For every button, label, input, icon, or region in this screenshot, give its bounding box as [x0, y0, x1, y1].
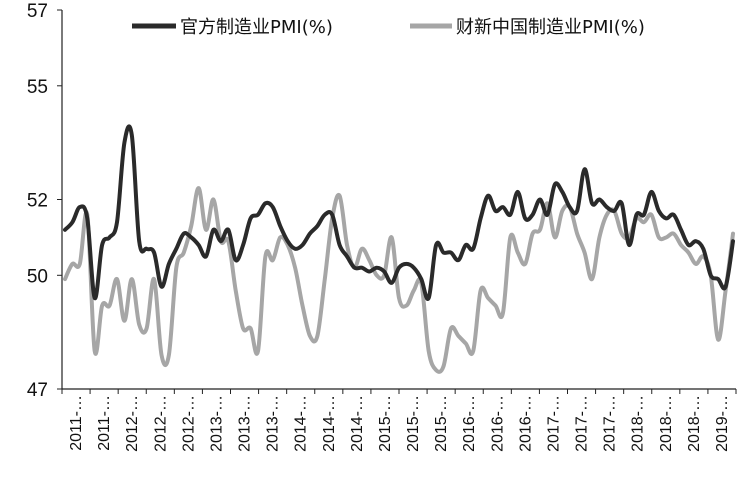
x-tick-label: 2012-… — [180, 395, 197, 452]
x-tick-label: 2015-… — [405, 395, 422, 452]
x-tick-label: 2017-… — [574, 395, 591, 452]
y-tick-label: 52 — [27, 191, 48, 212]
chart-legend: 官方制造业PMI(%) 财新中国制造业PMI(%) — [132, 17, 645, 38]
x-tick-label: 2018-… — [630, 395, 647, 452]
y-axis-ticks: 47 50 52 55 57 — [27, 1, 62, 401]
x-tick-label: 2014-… — [349, 395, 366, 452]
legend-label-caixin: 财新中国制造业PMI(%) — [456, 17, 645, 38]
x-tick-label: 2018-… — [658, 395, 675, 452]
x-tick-label: 2014-… — [321, 395, 338, 452]
series-lines — [63, 124, 735, 374]
x-tick-label: 2013-… — [237, 395, 254, 452]
x-tick-label: 2014-… — [293, 395, 310, 452]
x-tick-label: 2013-… — [265, 395, 282, 452]
legend-label-official: 官方制造业PMI(%) — [180, 17, 333, 38]
y-tick-label: 55 — [27, 77, 48, 98]
x-tick-label: 2017-… — [545, 395, 562, 452]
x-tick-label: 2012-… — [152, 395, 169, 452]
x-tick-label: 2019-… — [714, 395, 731, 452]
x-tick-label: 2015-… — [433, 395, 450, 452]
x-tick-label: 2016-… — [489, 395, 506, 452]
x-tick-label: 2011-… — [96, 395, 113, 451]
y-tick-label: 50 — [27, 266, 48, 287]
x-tick-label: 2012-… — [124, 395, 141, 452]
series-line-official-pmi — [63, 124, 735, 302]
y-tick-label: 47 — [27, 380, 48, 401]
y-tick-label: 57 — [27, 1, 48, 22]
x-tick-label: 2016-… — [461, 395, 478, 452]
x-tick-label: 2013-… — [208, 395, 225, 452]
chart-axes — [61, 10, 736, 390]
x-tick-label: 2017-… — [602, 395, 619, 452]
x-tick-label: 2015-… — [377, 395, 394, 452]
x-tick-label: 2016-… — [517, 395, 534, 452]
x-tick-label: 2011-… — [68, 395, 85, 451]
x-tick-label: 2018-… — [686, 395, 703, 452]
x-axis-ticks: 2011-… 2011-… 2012-… 2012-… 2012-… 2013-… 2013… — [61, 389, 737, 452]
